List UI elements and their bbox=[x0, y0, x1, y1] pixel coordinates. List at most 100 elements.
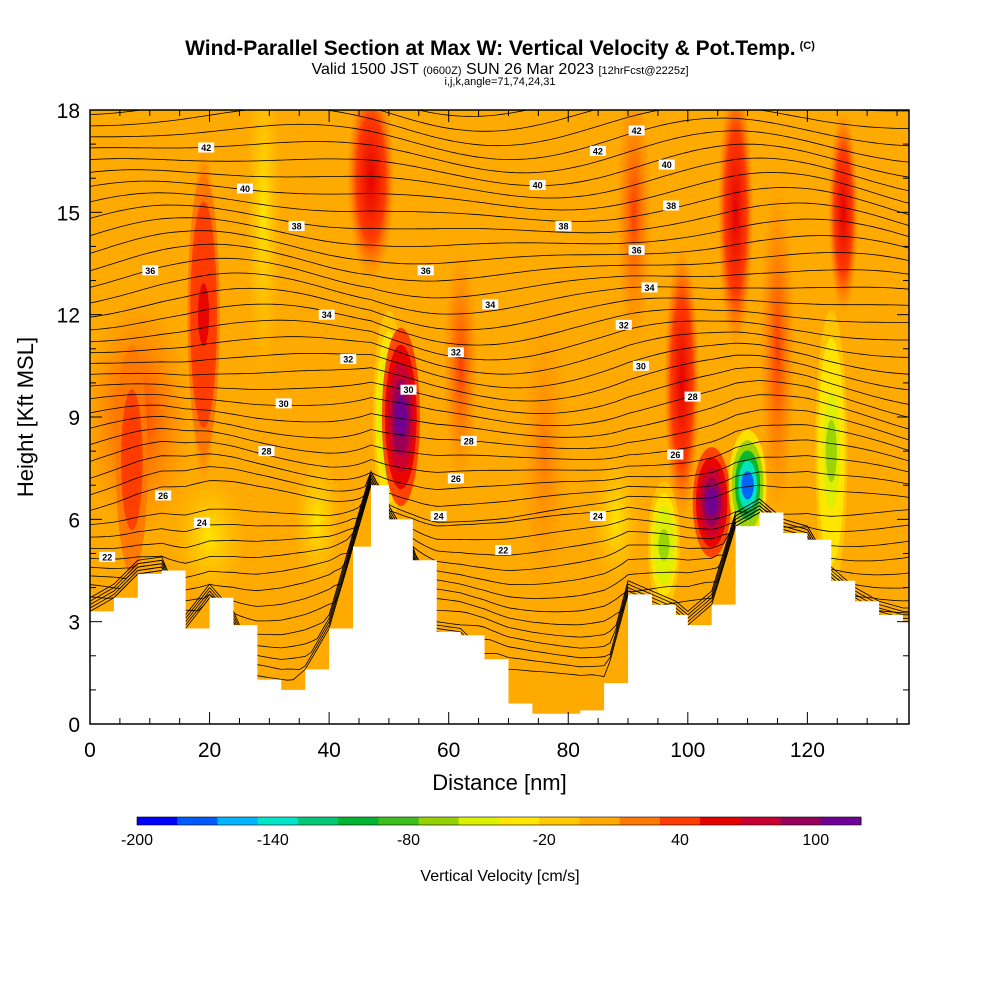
vv-feature-6 bbox=[741, 470, 754, 500]
updraft-108 bbox=[717, 110, 754, 349]
contour-label-box bbox=[663, 200, 680, 211]
contour-label-text: 30 bbox=[404, 385, 414, 395]
colorbar-swatch bbox=[539, 817, 580, 825]
theta-contour bbox=[90, 331, 909, 375]
contour-label-text: 40 bbox=[662, 160, 672, 170]
chart-title: Wind-Parallel Section at Max W: Vertical… bbox=[185, 37, 815, 60]
colorbar-swatch bbox=[177, 817, 218, 825]
y-tick-label: 6 bbox=[68, 509, 80, 532]
y-tick-label: 0 bbox=[68, 714, 80, 737]
colorbar-tick-label: 40 bbox=[671, 832, 689, 849]
theta-contour bbox=[90, 202, 909, 234]
theta-contour bbox=[90, 367, 909, 415]
colorbar-label: Vertical Velocity [cm/s] bbox=[420, 868, 579, 885]
theta-contour bbox=[90, 439, 909, 473]
contour-label-box bbox=[555, 220, 572, 231]
theta-contour bbox=[90, 110, 909, 147]
contour-label-26: 26 bbox=[155, 490, 172, 501]
theta-contour bbox=[90, 143, 909, 187]
theta-contour bbox=[90, 354, 909, 402]
contour-label-box bbox=[529, 180, 546, 191]
vv-feature-7 bbox=[825, 419, 837, 483]
contour-label-42: 42 bbox=[589, 145, 606, 156]
vv-feature-5 bbox=[705, 488, 718, 517]
chart-indices: i,j,k,angle=71,74,24,31 bbox=[444, 76, 556, 88]
weak-area-38 bbox=[293, 451, 342, 588]
contour-label-text: 22 bbox=[498, 546, 508, 556]
colorbar-tick-label: -200 bbox=[121, 832, 153, 849]
theta-contour bbox=[90, 303, 909, 346]
vv-feature-0 bbox=[126, 433, 138, 486]
colorbar-swatch bbox=[780, 817, 822, 825]
theta-contour bbox=[90, 466, 909, 507]
contour-label-text: 30 bbox=[636, 361, 646, 371]
contour-label-text: 36 bbox=[632, 245, 642, 255]
contour-label-text: 40 bbox=[240, 184, 250, 194]
colorbar-swatch bbox=[700, 817, 741, 825]
contour-label-text: 38 bbox=[558, 221, 568, 231]
contour-label-text: 38 bbox=[666, 201, 676, 211]
theta-contour bbox=[90, 130, 909, 174]
colorbar-tick-label: 100 bbox=[802, 832, 829, 849]
contour-label-32: 32 bbox=[615, 319, 632, 330]
contour-label-36: 36 bbox=[417, 265, 434, 276]
x-axis-label: Distance [nm] bbox=[432, 770, 567, 795]
contour-label-22: 22 bbox=[495, 545, 512, 556]
colorbar-swatch bbox=[458, 817, 500, 825]
terrain-mask bbox=[90, 485, 909, 724]
contour-labels: 22 24 26 28 30 32 34 36 38 40 42 22 24 26 28 30 32 34 36 38… bbox=[99, 125, 701, 562]
theta-contour bbox=[90, 470, 909, 571]
y-tick-label: 12 bbox=[57, 305, 80, 328]
theta-contour bbox=[90, 272, 909, 315]
chart-subtitle: Valid 1500 JST (0600Z) SUN 26 Mar 2023 [… bbox=[311, 61, 689, 78]
contour-label-text: 24 bbox=[197, 518, 207, 528]
updraft-upper-47 bbox=[347, 110, 395, 281]
contour-label-26: 26 bbox=[447, 473, 464, 484]
contour-label-32: 32 bbox=[340, 354, 357, 365]
contour-label-box bbox=[628, 244, 645, 255]
x-tick-label: 0 bbox=[84, 739, 96, 762]
contour-label-box bbox=[447, 347, 464, 358]
y-tick-label: 18 bbox=[57, 100, 80, 123]
contour-label-box bbox=[641, 282, 658, 293]
theta-contour bbox=[90, 243, 909, 282]
vv-feature-1 bbox=[197, 283, 210, 346]
contour-label-38: 38 bbox=[555, 220, 572, 231]
contour-label-40: 40 bbox=[658, 159, 675, 170]
updraft-126 bbox=[828, 110, 859, 315]
colorbar-swatch bbox=[338, 817, 379, 825]
theta-contour bbox=[90, 257, 909, 299]
contour-label-box bbox=[198, 142, 215, 153]
colorbar-tick-label: -80 bbox=[397, 832, 420, 849]
weak-area-76 bbox=[514, 280, 575, 622]
contour-label-box bbox=[632, 360, 649, 371]
contour-label-box bbox=[495, 545, 512, 556]
contour-label-box bbox=[288, 220, 305, 231]
colorbar-frame bbox=[136, 816, 862, 826]
theta-contour bbox=[90, 287, 909, 331]
contour-label-text: 34 bbox=[322, 310, 332, 320]
contour-label-text: 28 bbox=[464, 436, 474, 446]
contour-label-text: 24 bbox=[434, 511, 444, 521]
contour-label-30: 30 bbox=[275, 398, 292, 409]
weak-column-29 bbox=[245, 110, 282, 383]
contour-label-box bbox=[340, 354, 357, 365]
contour-label-text: 26 bbox=[670, 450, 680, 460]
contour-label-text: 42 bbox=[632, 126, 642, 136]
theta-contour bbox=[90, 217, 909, 247]
contour-label-42: 42 bbox=[198, 142, 215, 153]
contour-label-28: 28 bbox=[460, 435, 477, 446]
colorbar-swatch bbox=[137, 817, 178, 825]
contour-label-24: 24 bbox=[193, 517, 210, 528]
contour-label-box bbox=[460, 435, 477, 446]
contour-label-text: 26 bbox=[158, 491, 168, 501]
contour-label-text: 28 bbox=[688, 392, 698, 402]
contour-label-38: 38 bbox=[663, 200, 680, 211]
theta-contour bbox=[90, 157, 909, 199]
colorbar-swatch bbox=[418, 817, 460, 825]
weak-area-88 bbox=[592, 451, 640, 588]
colorbar-swatch bbox=[297, 817, 339, 825]
vv-feature-4 bbox=[658, 528, 670, 561]
contour-label-text: 22 bbox=[102, 552, 112, 562]
